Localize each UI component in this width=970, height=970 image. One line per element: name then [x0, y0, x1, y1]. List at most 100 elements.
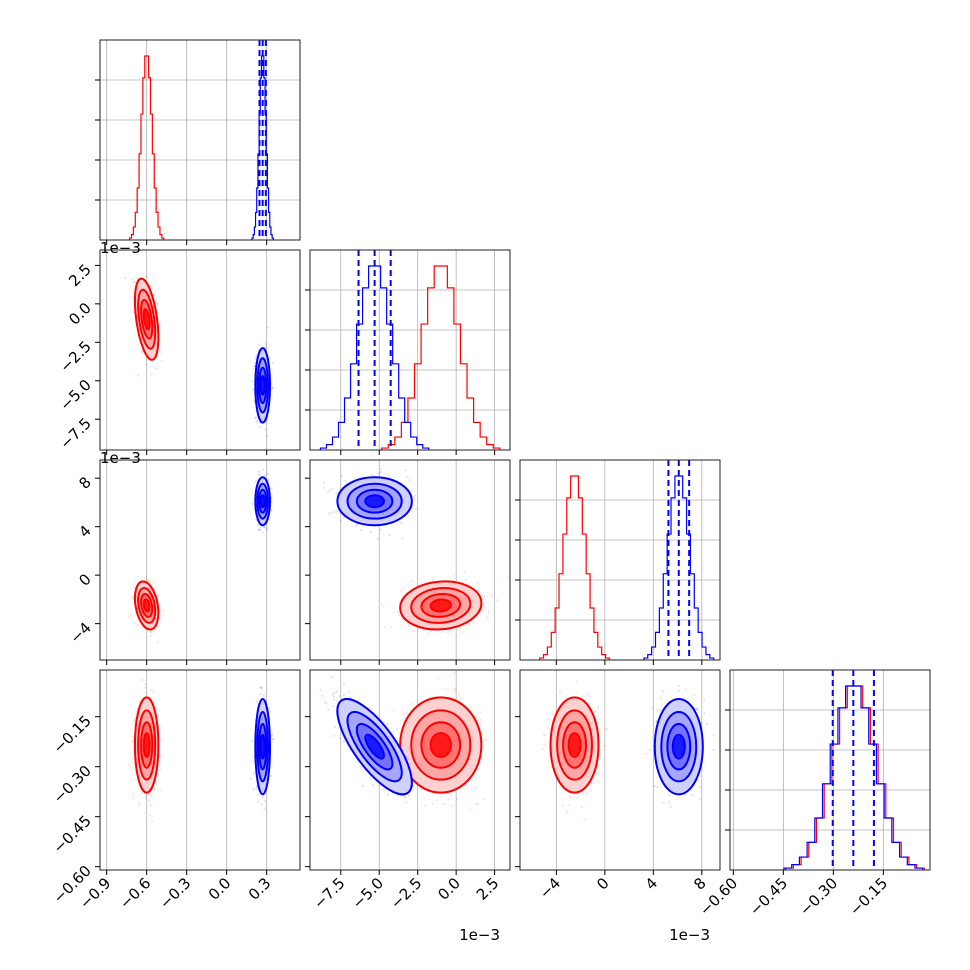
scatter-point	[356, 523, 359, 526]
contour-line	[142, 308, 151, 331]
scatter-point	[143, 812, 146, 815]
scatter-point	[379, 471, 382, 474]
scatter-point	[476, 802, 479, 805]
scatter-point	[254, 479, 257, 483]
scatter-point	[388, 534, 391, 537]
scatter-point	[132, 296, 135, 299]
scatter-point	[386, 723, 389, 726]
panel-content	[310, 250, 510, 450]
scatter-point	[152, 291, 156, 294]
scatter-point	[263, 474, 266, 477]
scatter-point	[469, 808, 472, 811]
scatter-point	[453, 672, 456, 675]
x-tick-label: −0.6	[116, 874, 154, 912]
scatter-point	[132, 311, 135, 314]
scatter-point	[271, 387, 274, 390]
scatter-point	[253, 365, 256, 368]
scatter-point	[131, 597, 134, 600]
scatter-point	[150, 285, 153, 288]
scatter-point	[406, 475, 409, 478]
scatter-point	[476, 589, 479, 592]
scatter-point	[490, 595, 494, 598]
scatter-point	[385, 473, 388, 476]
scatter-point	[359, 766, 362, 769]
scatter-point	[149, 814, 152, 817]
scatter-point	[486, 616, 489, 619]
scatter-point	[140, 792, 143, 795]
scatter-point	[253, 399, 256, 402]
scatter-point	[127, 764, 130, 767]
scatter-point	[479, 711, 482, 714]
scatter-point	[379, 467, 382, 470]
contour-line	[399, 696, 483, 794]
contour-line	[410, 709, 472, 781]
scatter-point	[253, 361, 257, 365]
panel-content	[322, 460, 509, 660]
scatter-point	[340, 474, 343, 478]
scatter-point	[132, 778, 135, 781]
y-tick-label: −0.30	[50, 762, 95, 807]
y-tick-label: 0	[75, 570, 94, 589]
scatter-point	[262, 694, 265, 697]
scatter-point	[255, 420, 258, 423]
contour-line	[259, 494, 266, 509]
scatter-point	[335, 491, 338, 495]
scatter-point	[399, 720, 402, 723]
scatter-point	[359, 529, 362, 532]
contour-line	[140, 721, 154, 769]
scatter-point	[396, 611, 399, 614]
y-tick-label: −2.5	[56, 337, 94, 375]
scatter-point	[252, 389, 255, 392]
scatter-point	[157, 625, 160, 628]
scatter-point	[410, 702, 413, 705]
scatter-point	[460, 697, 463, 701]
scatter-point	[153, 788, 156, 791]
scatter-point	[144, 683, 147, 686]
scatter-point	[339, 519, 342, 523]
panel-frame	[309, 459, 511, 661]
scatter-point	[266, 472, 269, 476]
scatter-point	[144, 686, 147, 689]
scatter-point	[464, 571, 467, 574]
scatter-point	[267, 707, 271, 710]
scatter-point	[132, 794, 135, 797]
scatter-point	[261, 687, 264, 690]
scatter-point	[452, 689, 455, 692]
scatter-point	[398, 613, 401, 617]
scatter-point	[159, 738, 162, 742]
scatter-point	[145, 794, 148, 797]
scatter-point	[254, 356, 257, 359]
contour-line	[336, 476, 413, 527]
scatter-point	[132, 797, 136, 800]
scatter-point	[449, 630, 452, 633]
scatter-point	[252, 788, 256, 791]
scatter-point	[407, 624, 410, 628]
scatter-point	[479, 722, 482, 725]
scatter-point	[144, 275, 148, 278]
scatter-point	[436, 799, 439, 802]
scatter-point	[133, 586, 136, 589]
scatter-point	[331, 511, 334, 514]
scatter-point	[458, 693, 461, 697]
scatter-panel-0-1: −7.5−5.0−2.50.02.51e−3	[56, 239, 301, 455]
scatter-point	[437, 677, 440, 680]
y-tick-label: 0.0	[65, 299, 95, 329]
scatter-point	[483, 595, 486, 598]
scatter-point	[155, 302, 159, 305]
scatter-point	[377, 537, 380, 540]
panel-frame	[519, 459, 721, 661]
scatter-point	[149, 630, 152, 633]
scatter-point	[408, 479, 411, 482]
scatter-point	[136, 624, 139, 627]
scatter-point	[150, 373, 153, 376]
contour-line	[259, 375, 266, 396]
panel-content	[520, 460, 720, 660]
scatter-point	[369, 530, 372, 533]
scatter-point	[431, 802, 435, 805]
scatter-point	[336, 509, 339, 512]
scatter-point	[124, 276, 127, 279]
scatter-point	[399, 522, 403, 525]
scatter-point	[412, 630, 415, 633]
scatter-point	[138, 700, 141, 703]
